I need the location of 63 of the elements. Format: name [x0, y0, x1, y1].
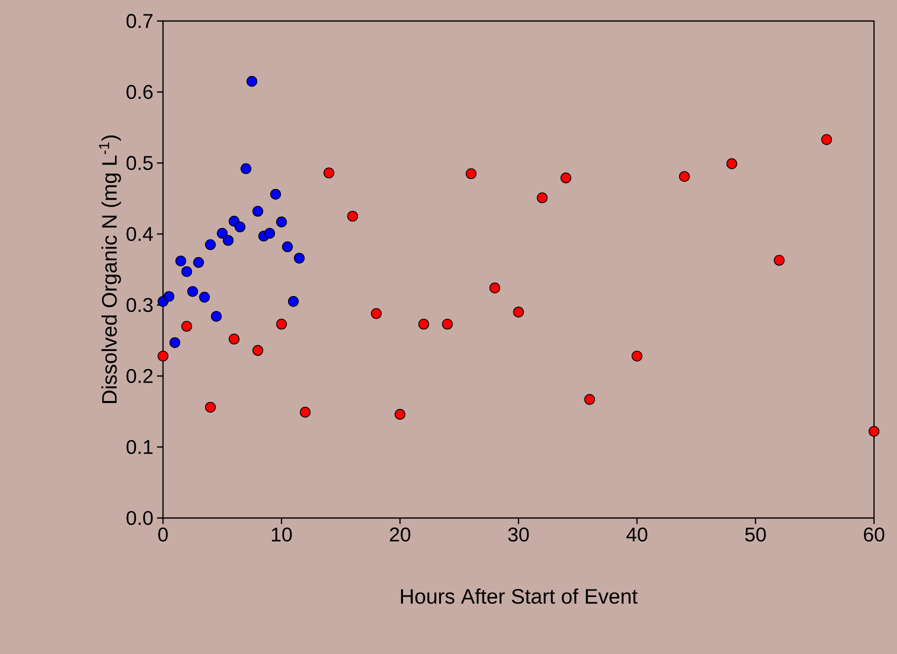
point	[222, 234, 234, 246]
point	[466, 168, 477, 180]
point	[246, 76, 258, 87]
x-tick-label: 40	[626, 528, 648, 542]
point	[205, 239, 216, 250]
point	[394, 408, 406, 420]
point	[252, 206, 264, 217]
x-tick-label: 0	[158, 528, 168, 542]
x-tick-label: 60	[864, 528, 884, 542]
y-tick-label: 0.1	[126, 440, 153, 454]
point	[193, 256, 204, 268]
point	[252, 345, 264, 356]
point	[370, 308, 382, 319]
point	[181, 320, 192, 332]
point	[560, 172, 572, 184]
x-tick-label: 30	[508, 528, 529, 542]
point	[164, 291, 174, 302]
x-axis-title: Hours After Start of Event	[401, 588, 638, 604]
point	[216, 228, 228, 239]
y-tick-label: 0.4	[126, 226, 153, 242]
point	[726, 158, 738, 170]
x-tick-label: 50	[745, 528, 766, 542]
point	[868, 426, 880, 437]
point	[774, 254, 785, 266]
point	[210, 310, 222, 322]
point	[288, 296, 299, 307]
point	[187, 286, 198, 297]
y-tick-label: 0.5	[126, 156, 153, 170]
point	[282, 241, 293, 252]
point	[536, 192, 548, 204]
y-tick-label: 0.3	[126, 298, 153, 312]
point	[199, 292, 210, 303]
point	[300, 406, 311, 418]
point	[228, 334, 240, 344]
x-tick-label: 10	[272, 528, 292, 542]
point	[240, 163, 252, 174]
point	[513, 306, 524, 318]
point	[270, 188, 281, 200]
point	[489, 282, 500, 294]
point	[169, 337, 180, 348]
point	[276, 318, 287, 330]
y-tick-label: 0.2	[126, 368, 152, 384]
y-tick-label: 0.7	[126, 14, 152, 28]
x-tick-label: 20	[390, 528, 410, 542]
point	[276, 216, 287, 228]
point	[264, 228, 276, 239]
point	[347, 210, 358, 222]
point	[181, 266, 192, 278]
point	[442, 318, 453, 330]
y-tick-label: 0.6	[126, 84, 153, 100]
point	[175, 256, 186, 266]
point	[679, 171, 690, 182]
point	[418, 318, 430, 330]
y-axis-title: Dissolved Organic N (mg L$^{-1}$)	[99, 136, 121, 403]
point	[584, 394, 596, 405]
point	[821, 134, 832, 145]
point	[205, 402, 216, 413]
point	[158, 350, 168, 362]
point	[294, 252, 305, 264]
point	[632, 350, 642, 362]
y-tick-label: 0.0	[126, 510, 153, 526]
point	[324, 168, 334, 178]
point	[234, 221, 246, 232]
